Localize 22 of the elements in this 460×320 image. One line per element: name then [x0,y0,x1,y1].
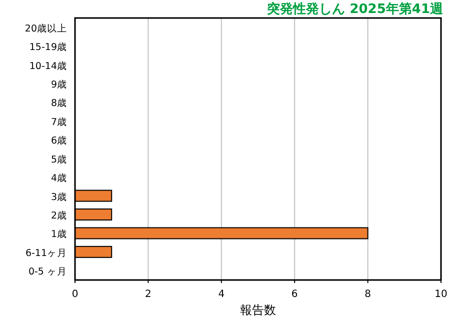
y-tick-label: 15-19歳 [29,41,67,54]
y-tick-label: 2歳 [50,210,67,222]
y-tick-label: 1歳 [50,228,67,240]
chart-title: 突発性発しん 2025年第41週 [266,1,444,17]
y-tick-label: 7歳 [50,116,67,128]
x-tick-label: 6 [291,289,298,300]
y-tick-label: 20歳以上 [24,22,67,34]
y-tick-label: 4歳 [50,172,67,184]
x-axis-title: 報告数 [240,303,276,317]
y-tick-label: 6-11ヶ月 [25,248,67,259]
y-tick-label: 8歳 [50,97,67,110]
y-tick-label: 5歳 [50,153,67,166]
y-tick-label: 10-14歳 [29,60,67,72]
x-tick-label: 10 [434,289,448,300]
x-tick-label: 2 [145,289,152,300]
y-tick-label: 9歳 [50,78,67,90]
x-tick-label: 4 [218,289,225,300]
y-tick-label: 3歳 [50,190,67,203]
x-tick-label: 0 [72,289,78,300]
y-tick-label: 0-5 ヶ月 [28,266,67,278]
x-tick-label: 8 [364,289,371,300]
y-tick-label: 6歳 [50,134,67,147]
